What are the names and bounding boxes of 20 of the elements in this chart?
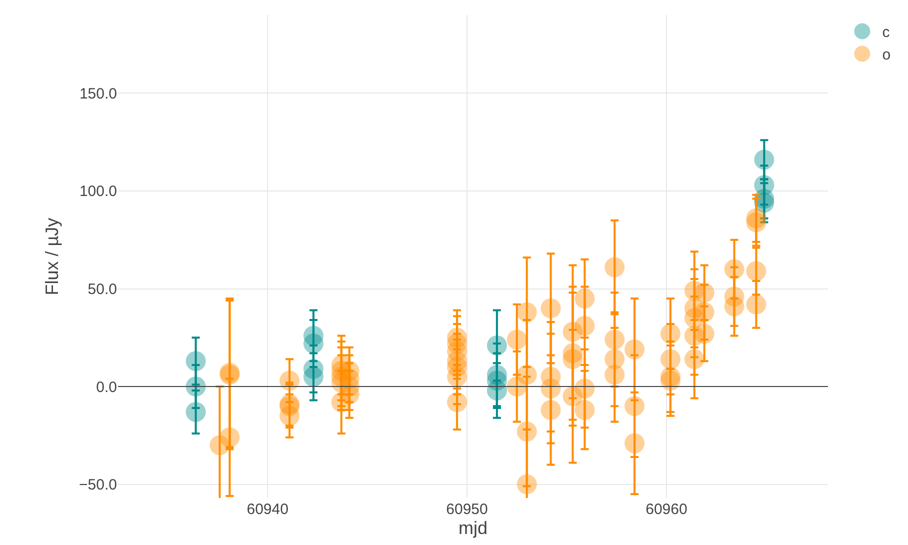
x-tick-label: 60960 bbox=[646, 501, 688, 518]
point bbox=[186, 351, 206, 372]
point bbox=[754, 150, 774, 170]
x-axis-title: mjd bbox=[458, 518, 488, 538]
y-tick-label: 100.0 bbox=[79, 183, 117, 200]
point bbox=[186, 376, 206, 397]
point bbox=[486, 335, 507, 356]
point bbox=[186, 402, 206, 422]
x-tick-label: 60940 bbox=[246, 501, 288, 518]
y-axis-title: Flux / µJy bbox=[42, 218, 62, 296]
y-tick-label: 150.0 bbox=[79, 85, 117, 102]
point bbox=[303, 366, 324, 387]
legend-label: o bbox=[882, 46, 891, 64]
legend-label: c bbox=[882, 24, 890, 42]
y-tick-label: −50.0 bbox=[79, 476, 117, 494]
point bbox=[486, 380, 507, 400]
y-tick-label: 50.0 bbox=[88, 281, 117, 298]
x-tick-label: 60950 bbox=[446, 501, 488, 518]
point bbox=[303, 334, 324, 354]
y-tick-label: 0.0 bbox=[96, 378, 117, 396]
